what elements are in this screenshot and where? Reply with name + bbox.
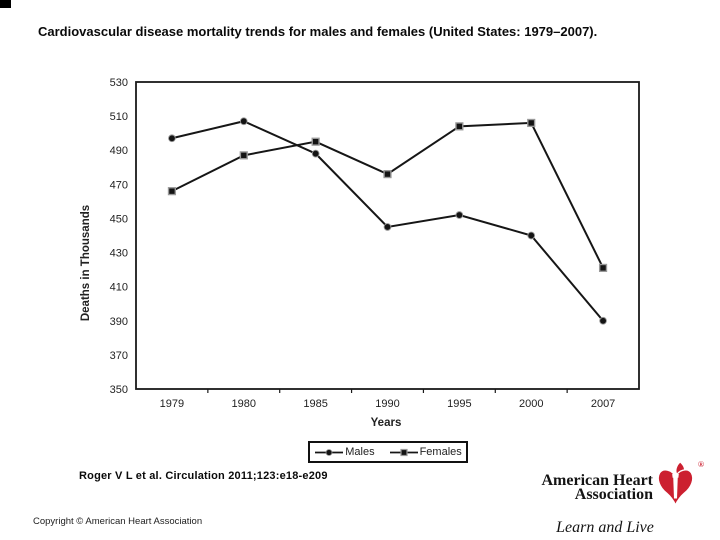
x-tick-label: 1995 [447,398,471,410]
x-tick-label: 1985 [303,398,327,410]
citation: Roger V L et al. Circulation 2011;123:e1… [79,470,328,482]
series-line-males [171,120,604,322]
x-tick-label: 1979 [160,398,184,410]
y-tick-label: 450 [110,213,128,225]
heart-torch-icon: ® [656,460,704,515]
logo-name-line2: Association [574,486,653,503]
registered-trademark: ® [698,460,704,469]
females-line-marker-icon [389,448,418,456]
data-point-males [311,149,320,158]
y-tick-label: 430 [110,248,128,260]
legend-item-males: Males [314,446,375,458]
logo-name-line1: American Heart [541,472,653,489]
legend-item-females: Females [389,446,462,458]
logo-tagline: Learn and Live [556,519,654,536]
aha-logo: American Heart Association ® Learn and L… [536,460,704,537]
y-tick-label: 350 [110,384,128,396]
y-tick-label: 410 [110,282,128,294]
y-tick-label: 490 [110,145,128,157]
data-point-females [311,137,320,146]
corner-mark [0,0,11,8]
y-tick-label: 370 [110,350,128,362]
data-point-females [598,263,608,273]
y-axis-title: Deaths in Thousands [80,204,92,322]
copyright: Copyright © American Heart Association [33,516,203,527]
y-tick-label: 470 [110,179,128,191]
data-point-females [527,118,536,128]
logo-name: American Heart Association [541,462,653,503]
data-point-females [167,187,177,196]
y-tick-label: 390 [110,316,128,328]
page-title: Cardiovascular disease mortality trends … [38,24,598,39]
x-tick-label: 1980 [232,398,256,410]
plot-frame [135,81,640,390]
data-point-males [599,316,607,325]
x-tick-label: 2007 [591,398,615,410]
y-tick-label: 510 [110,111,128,123]
data-point-females [239,151,248,160]
data-point-males [383,223,392,231]
data-point-males [455,211,464,219]
data-point-males [239,117,248,126]
y-tick-label: 530 [110,77,128,89]
x-tick-label: 1990 [375,398,399,410]
legend-label-males: Males [345,446,375,458]
x-tick-label: 2000 [519,398,543,410]
series-line-females [171,121,604,269]
data-point-females [455,122,464,131]
x-axis-title: Years [370,417,402,429]
legend-label-females: Females [419,446,462,458]
data-point-males [527,231,536,240]
chart-legend: Males Females [308,441,468,463]
males-line-marker-icon [315,448,344,456]
data-point-females [383,169,392,179]
data-point-males [168,134,176,143]
